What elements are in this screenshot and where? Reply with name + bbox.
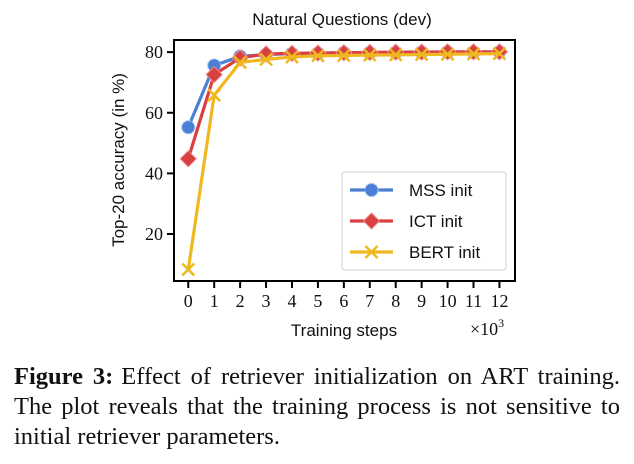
- data-point: [311, 48, 325, 63]
- data-point: [259, 52, 273, 67]
- legend-box: [341, 171, 507, 271]
- x-tick-label: 6: [339, 291, 348, 311]
- x-tick-label: 0: [184, 291, 193, 311]
- x-axis-multiplier: ×103: [470, 316, 504, 339]
- data-point: [205, 65, 223, 84]
- x-tick-label: 7: [365, 291, 374, 311]
- figure-label: Figure 3:: [14, 363, 114, 390]
- x-tick-label: 12: [490, 291, 508, 311]
- data-point: [335, 44, 353, 62]
- data-point: [492, 46, 507, 61]
- legend-entry: ICT init: [350, 212, 463, 231]
- chart-title: Natural Questions (dev): [252, 10, 432, 29]
- x-axis: 0 1 2 3 4 5 6 7 8 9 10 11 12: [184, 281, 508, 311]
- data-point: [440, 47, 455, 62]
- data-point: [181, 120, 196, 135]
- x-tick-label: 9: [417, 291, 426, 311]
- series-bert-init: [181, 46, 507, 277]
- x-tick-label: 11: [465, 291, 482, 311]
- data-point: [361, 43, 379, 62]
- x-tick-label: 1: [210, 291, 219, 311]
- data-point: [181, 262, 196, 277]
- data-point: [285, 50, 299, 64]
- series-layer: [179, 43, 509, 277]
- y-tick-label: 60: [145, 103, 163, 123]
- data-point: [387, 43, 405, 61]
- x-tick-label: 10: [439, 291, 457, 311]
- x-tick-label: 4: [287, 291, 296, 311]
- data-point: [233, 55, 248, 70]
- x-tick-label: 5: [313, 291, 322, 311]
- data-point: [464, 43, 483, 61]
- data-point: [490, 43, 509, 61]
- data-point: [309, 44, 327, 62]
- legend-marker: [362, 212, 381, 230]
- y-axis: 20 40 60 80: [145, 42, 174, 244]
- data-point: [466, 47, 481, 61]
- x-tick-label: 8: [391, 291, 400, 311]
- x-tick-label: 3: [262, 291, 271, 311]
- data-point: [414, 47, 429, 62]
- x-axis-multiplier-base: ×10: [470, 319, 498, 339]
- x-tick-label: 2: [236, 291, 245, 311]
- legend-marker: [364, 245, 379, 259]
- data-point: [207, 58, 222, 73]
- data-point: [362, 48, 377, 63]
- data-point: [207, 88, 222, 103]
- data-point: [412, 43, 431, 61]
- y-tick-label: 20: [145, 224, 163, 244]
- series-ict-init: [179, 43, 509, 168]
- figure-caption: Figure 3: Effect of retriever initializat…: [14, 362, 620, 452]
- data-point: [438, 43, 457, 61]
- data-point: [336, 48, 351, 63]
- legend-label: MSS init: [409, 181, 473, 200]
- y-tick-label: 80: [145, 42, 163, 62]
- y-tick-label: 40: [145, 163, 163, 183]
- legend-entry: MSS init: [350, 181, 473, 200]
- data-point: [179, 150, 197, 168]
- data-point: [388, 47, 403, 62]
- caption-text: Effect of retriever initialization on AR…: [14, 363, 620, 450]
- y-axis-label: Top-20 accuracy (in %): [109, 73, 128, 247]
- legend-entry: BERT init: [350, 243, 480, 262]
- legend: MSS init ICT init BERT init: [341, 171, 507, 271]
- legend-marker: [364, 182, 379, 198]
- x-axis-label: Training steps: [291, 321, 397, 340]
- legend-label: BERT init: [409, 243, 480, 262]
- x-axis-multiplier-exponent: 3: [498, 316, 504, 330]
- legend-label: ICT init: [409, 212, 463, 231]
- series-line: [186, 50, 500, 128]
